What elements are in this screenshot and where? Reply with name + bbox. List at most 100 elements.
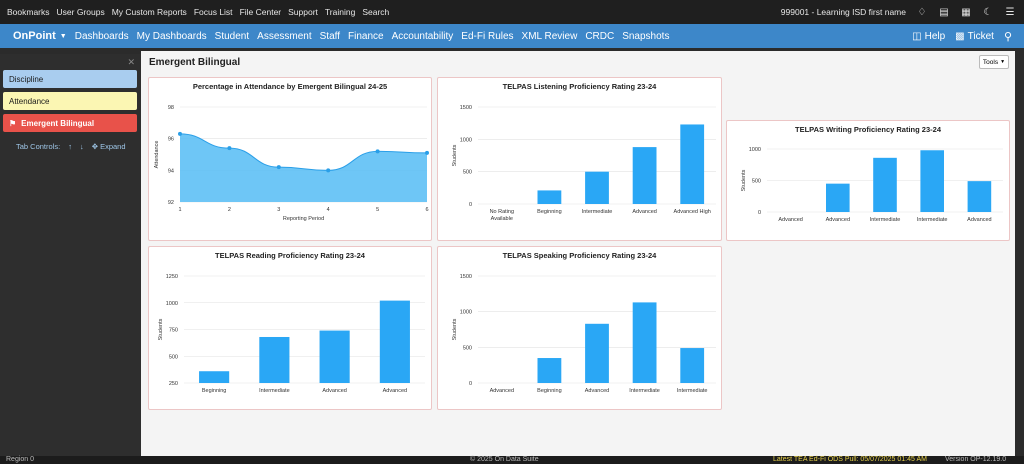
nav-dashboards[interactable]: Dashboards (74, 30, 129, 42)
top-link-file-center[interactable]: File Center (239, 7, 282, 17)
data-point (178, 131, 182, 136)
arrow-down-icon[interactable]: ↓ (79, 142, 84, 151)
sidebar-item-label: Discipline (9, 74, 44, 84)
search-icon[interactable]: ⚲ (1003, 30, 1012, 43)
user-name[interactable]: 999001 - Learning ISD first name (780, 7, 906, 17)
y-tick-label: 0 (758, 210, 761, 216)
move-icon: ✥ (91, 142, 98, 151)
nav-snapshots[interactable]: Snapshots (622, 30, 670, 42)
expand-label: Expand (100, 142, 126, 151)
top-link-custom-reports[interactable]: My Custom Reports (111, 7, 187, 17)
nav-accountability[interactable]: Accountability (391, 30, 454, 42)
nav-assessment[interactable]: Assessment (257, 30, 312, 42)
top-link-focus-list[interactable]: Focus List (193, 7, 233, 17)
bar (920, 150, 944, 212)
close-icon[interactable]: ✕ (127, 57, 135, 67)
x-tick-label: Intermediate (582, 209, 613, 215)
caret-down-icon: ▼ (59, 32, 67, 40)
x-tick-label: Advanced (967, 217, 991, 223)
footer: Region 0 © 2025 On Data Suite Latest TEA… (0, 456, 1024, 464)
top-link-support[interactable]: Support (288, 7, 318, 17)
x-tick-label: Advanced High (674, 209, 711, 215)
expand-control[interactable]: ✥ Expand (92, 142, 126, 151)
y-tick-label: 1000 (166, 301, 178, 307)
brand-label: OnPoint (13, 30, 56, 42)
y-tick-label: 1500 (460, 105, 472, 111)
menu-icon[interactable]: ☰ (1005, 6, 1015, 18)
x-tick-label: Advanced (632, 209, 656, 215)
arrow-up-icon[interactable]: ↑ (68, 142, 72, 151)
y-tick-label: 94 (168, 168, 174, 174)
footer-pull-date: Latest TEA Ed-Fi ODS Pull: 05/07/2025 01… (773, 456, 927, 463)
help-button[interactable]: ◫ Help (912, 31, 945, 42)
top-bar: Bookmarks User Groups My Custom Reports … (0, 0, 1024, 24)
help-label: Help (924, 30, 946, 42)
chart-title: TELPAS Speaking Proficiency Rating 23-24 (502, 251, 657, 260)
tab-controls-label: Tab Controls: (16, 142, 61, 151)
bar (585, 323, 609, 383)
ticket-icon: ▩ (955, 30, 965, 42)
data-point (425, 150, 429, 155)
footer-version: Version OP-12.19.0 (945, 456, 1007, 463)
footer-copyright: © 2025 On Data Suite (470, 456, 539, 463)
nav-staff[interactable]: Staff (319, 30, 341, 42)
print-icon[interactable]: ▦ (961, 6, 971, 18)
sidebar-item-label: Emergent Bilingual (21, 118, 95, 128)
nav-xml-review[interactable]: XML Review (521, 30, 578, 42)
printer-icon[interactable]: ▤ (939, 6, 949, 18)
sidebar-item-label: Attendance (9, 96, 50, 106)
nav-finance[interactable]: Finance (348, 30, 384, 42)
top-link-bookmarks[interactable]: Bookmarks (7, 7, 50, 17)
bell-icon[interactable]: ♢ (917, 6, 927, 18)
data-point (375, 149, 380, 154)
nav-edfi-rules[interactable]: Ed-Fi Rules (461, 30, 514, 42)
x-tick-label: Intermediate (870, 217, 901, 223)
bookmark-icon: ⚑ (9, 118, 17, 128)
chart-title: TELPAS Reading Proficiency Rating 23-24 (215, 251, 365, 260)
y-tick-label: 96 (168, 137, 174, 143)
chart-card-speaking: TELPAS Speaking Proficiency Rating 23-24… (437, 246, 722, 410)
tools-dropdown[interactable]: Tools ▼ (979, 55, 1009, 69)
bar (680, 124, 705, 204)
x-axis-label: Reporting Period (283, 216, 324, 222)
tab-controls: Tab Controls: ↑ ↓ ✥ Expand (16, 142, 126, 151)
moon-icon[interactable]: ☾ (983, 6, 993, 18)
chart-svg: 250 500 750 1000 1250 Students Beginning Interm… (158, 274, 425, 394)
y-tick-label: 500 (169, 354, 178, 360)
nav-crdc[interactable]: CRDC (585, 30, 615, 42)
bar (537, 190, 562, 204)
chart-svg: 92 94 96 98 Attendance 1 2 3 4 5 6 Reporting Period (154, 105, 429, 222)
x-tick-label: No Rating (490, 209, 514, 215)
nav-my-dashboards[interactable]: My Dashboards (136, 30, 207, 42)
bar (873, 157, 897, 212)
x-tick-label: Advanced (778, 217, 802, 223)
brand-menu[interactable]: OnPoint ▼ (13, 30, 67, 42)
top-link-search[interactable]: Search (362, 7, 390, 17)
sidebar-item-discipline[interactable]: Discipline (3, 70, 137, 88)
y-tick-label: 500 (463, 170, 472, 176)
y-axis-label: Students (158, 318, 164, 340)
x-tick-label: Beginning (202, 388, 226, 394)
y-axis-label: Students (452, 144, 458, 166)
ticket-button[interactable]: ▩ Ticket (955, 31, 994, 42)
chart-card-reading: TELPAS Reading Proficiency Rating 23-24 … (148, 246, 432, 410)
chart-card-writing: TELPAS Writing Proficiency Rating 23-24 … (726, 120, 1010, 241)
x-tick-label: Advanced (383, 388, 407, 394)
top-link-training[interactable]: Training (324, 7, 356, 17)
y-tick-label: 98 (168, 105, 174, 111)
bar (826, 183, 850, 212)
x-tick-label: Advanced (826, 217, 850, 223)
top-link-user-groups[interactable]: User Groups (56, 7, 105, 17)
chart-title: TELPAS Listening Proficiency Rating 23-2… (502, 82, 657, 91)
nav-student[interactable]: Student (214, 30, 250, 42)
y-tick-label: 1000 (460, 310, 472, 316)
data-point (326, 168, 331, 173)
x-tick-label: 6 (425, 207, 428, 213)
x-tick-label: 5 (376, 207, 379, 213)
bar (199, 371, 230, 383)
x-tick-label: 3 (277, 207, 280, 213)
sidebar: ✕ Discipline Attendance ⚑ Emergent Biling… (0, 54, 141, 456)
sidebar-item-emergent-bilingual[interactable]: ⚑ Emergent Bilingual (3, 114, 137, 132)
sidebar-item-attendance[interactable]: Attendance (3, 92, 137, 110)
y-axis-label: Students (741, 169, 747, 191)
